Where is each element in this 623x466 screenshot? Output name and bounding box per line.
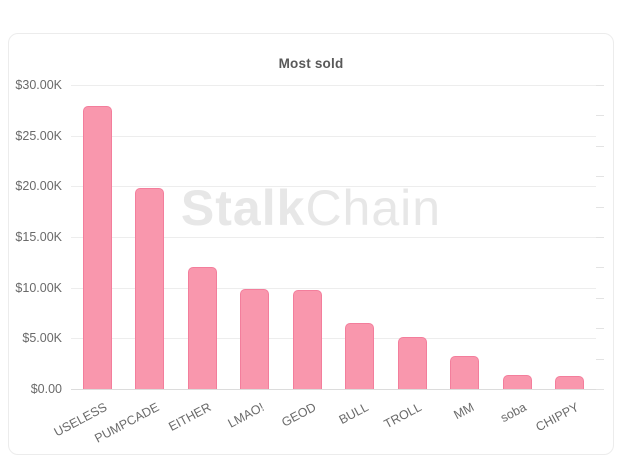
right-axis-tick (596, 358, 604, 360)
plot-area: $30.00K $25.00K $20.00K $15.00K $10.00K $5.00… (15, 78, 604, 446)
y-axis-label: $10.00K (15, 280, 62, 295)
x-axis-label: EITHER (166, 400, 214, 434)
bar[interactable] (450, 355, 480, 389)
bar[interactable] (502, 374, 532, 389)
gridline (71, 237, 596, 238)
y-axis-label: $30.00K (15, 78, 62, 92)
y-axis-label: $5.00K (22, 331, 62, 346)
bar[interactable] (82, 106, 112, 389)
bar[interactable] (345, 323, 375, 389)
gridline (71, 338, 596, 340)
right-axis-tick (596, 115, 604, 117)
gridline (71, 85, 596, 86)
x-axis-label: soba (498, 400, 529, 426)
right-axis-tick (596, 389, 604, 390)
chart-card: Most sold StalkChain $30.00K $25.00K $20.0… (8, 33, 614, 455)
y-axis-label: $0.00 (30, 382, 62, 396)
bar[interactable] (187, 267, 217, 389)
x-axis-label: LMAO! (225, 400, 267, 431)
bar[interactable] (555, 375, 585, 389)
right-axis-tick (596, 176, 604, 178)
x-axis-label: TROLL (381, 400, 424, 432)
right-axis-tick (596, 267, 604, 269)
x-axis-label: BULL (337, 400, 372, 428)
y-axis-label: $20.00K (15, 179, 62, 194)
right-axis-tick (596, 297, 604, 299)
bar[interactable] (135, 188, 165, 389)
y-axis-label: $15.00K (15, 230, 62, 244)
right-axis-tick (596, 145, 604, 147)
gridline (71, 389, 596, 390)
x-axis-label: MM (451, 400, 477, 423)
right-axis-tick (596, 206, 604, 208)
y-axis-label: $25.00K (15, 128, 62, 143)
right-axis-tick (596, 328, 604, 330)
bar[interactable] (240, 288, 270, 389)
gridline (71, 186, 596, 188)
x-axis-label: CHIPPY (533, 400, 582, 435)
right-axis-tick (596, 85, 604, 86)
right-axis-tick (596, 237, 604, 238)
chart-title: Most sold (278, 56, 344, 71)
gridline (71, 135, 596, 137)
gridline (71, 287, 596, 289)
bar[interactable] (292, 289, 322, 389)
x-axis-label: GEOD (279, 400, 319, 430)
bar[interactable] (397, 337, 427, 389)
